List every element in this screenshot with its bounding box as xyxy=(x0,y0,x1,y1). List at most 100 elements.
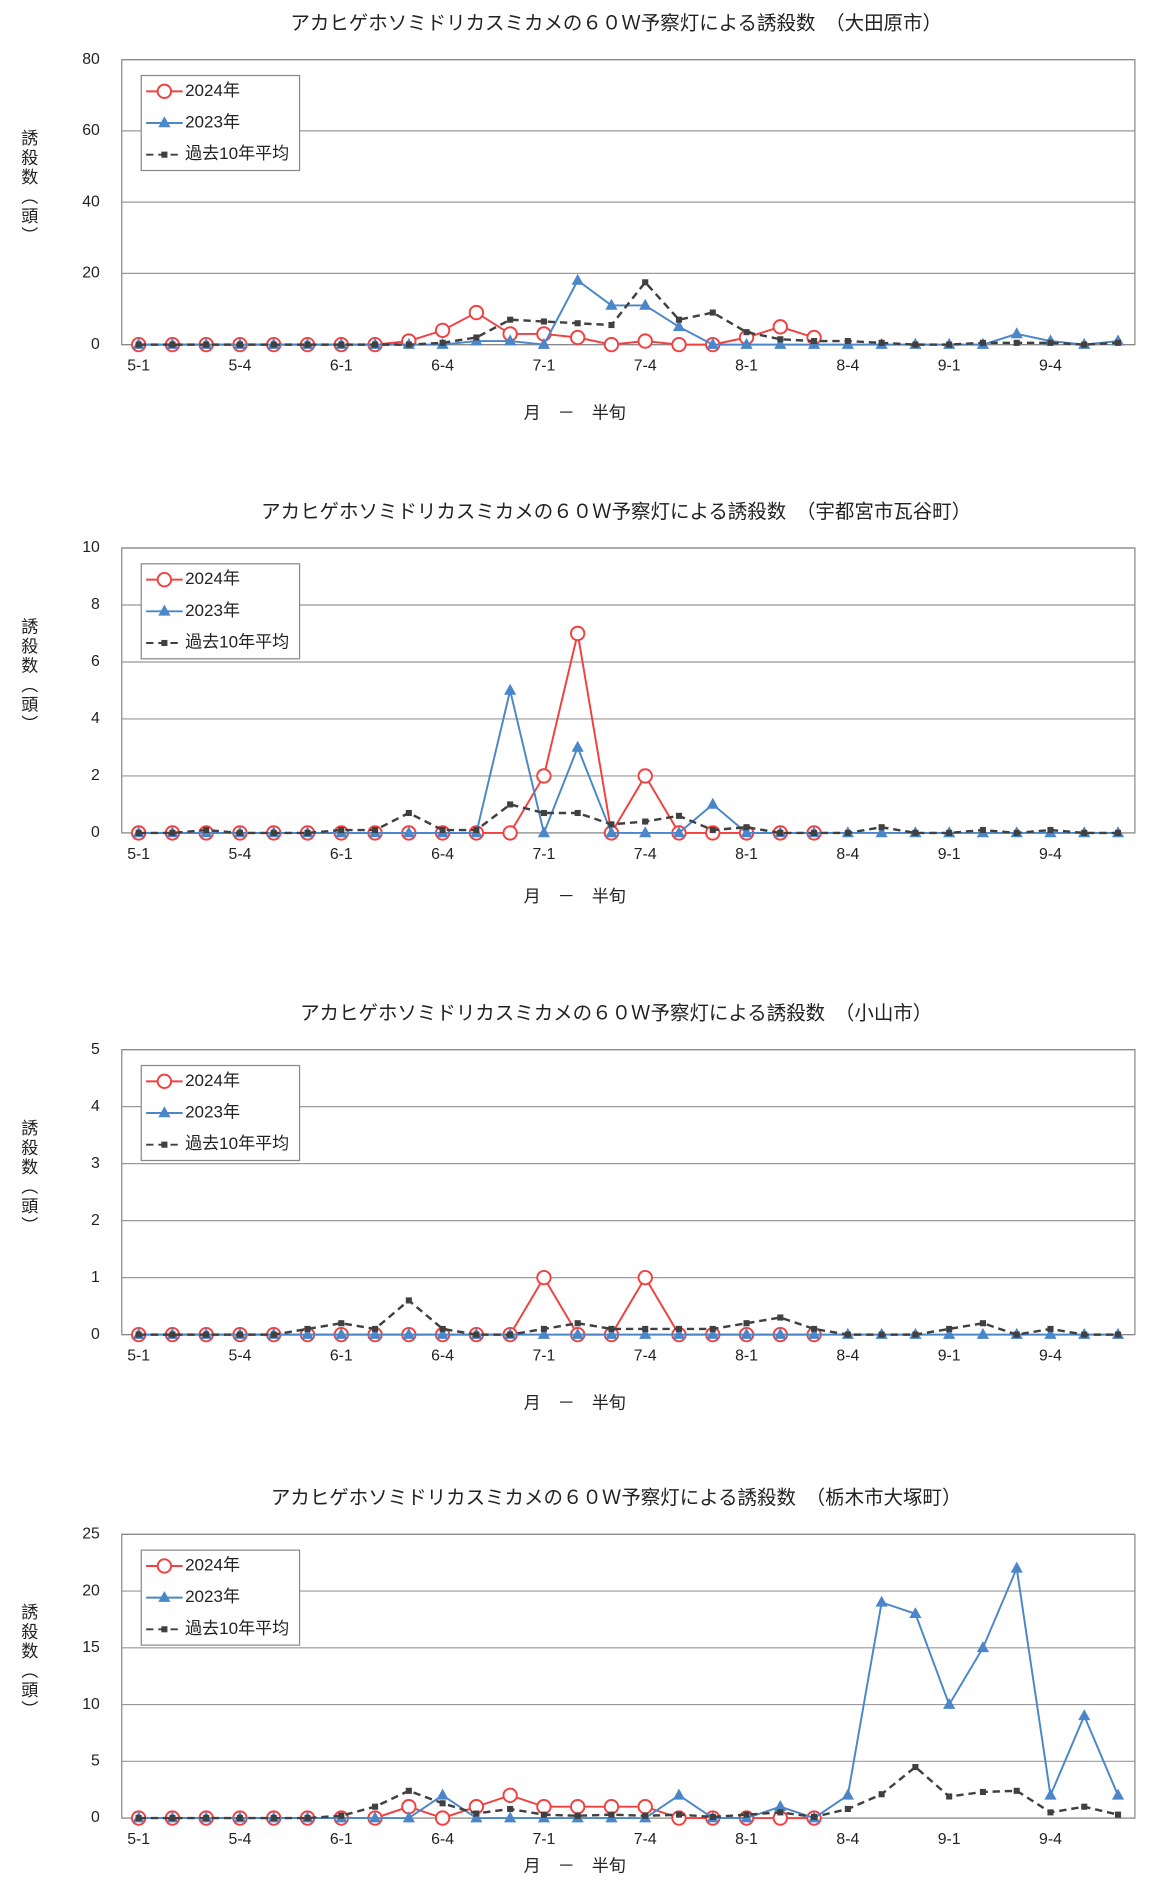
y-axis-label: 誘殺数（頭） xyxy=(18,617,38,734)
marker xyxy=(603,336,620,353)
x-tick-label: 6-4 xyxy=(431,846,454,863)
marker xyxy=(1081,829,1088,836)
marker xyxy=(436,1327,449,1339)
marker xyxy=(1111,1788,1125,1800)
marker xyxy=(639,298,652,310)
marker xyxy=(1013,339,1020,346)
legend-marker xyxy=(158,1106,171,1118)
y-tick-label: 2 xyxy=(91,1212,100,1229)
marker xyxy=(642,1325,649,1332)
marker xyxy=(605,826,618,838)
marker xyxy=(979,339,986,346)
y-tick-label: 40 xyxy=(82,193,100,210)
marker xyxy=(608,1325,615,1332)
marker xyxy=(675,1325,683,1332)
marker xyxy=(338,341,345,348)
y-tick-label: 8 xyxy=(91,596,100,613)
marker xyxy=(574,1320,581,1327)
x-tick-label: 6-4 xyxy=(431,358,454,375)
x-tick-label: 7-1 xyxy=(532,1348,555,1365)
marker xyxy=(807,1327,821,1339)
marker xyxy=(439,339,446,346)
legend-marker xyxy=(156,1558,173,1574)
marker xyxy=(540,1811,547,1818)
marker xyxy=(402,1811,415,1823)
marker xyxy=(537,1327,550,1339)
marker xyxy=(777,1809,784,1816)
marker xyxy=(574,320,581,327)
marker xyxy=(743,1320,750,1327)
marker xyxy=(740,337,753,349)
marker xyxy=(777,1314,784,1321)
marker xyxy=(979,1320,986,1327)
marker xyxy=(709,827,716,834)
marker xyxy=(1081,341,1088,348)
marker xyxy=(912,1331,919,1338)
marker xyxy=(502,1787,518,1804)
x-tick-label: 7-4 xyxy=(634,846,657,863)
marker xyxy=(502,825,518,841)
marker xyxy=(304,829,311,836)
marker xyxy=(1081,1803,1088,1810)
chart-title: アカヒゲホソミドリカスミカメの６０Ｗ予察灯による誘殺数 （栃木市大塚町） xyxy=(271,1487,962,1509)
marker xyxy=(811,829,818,836)
legend-label: 2024年 xyxy=(185,81,240,100)
x-tick-label: 6-1 xyxy=(330,1348,353,1365)
x-tick-label: 8-1 xyxy=(735,1348,758,1365)
marker xyxy=(1047,1325,1054,1332)
x-axis-label: 月 － 半旬 xyxy=(524,404,626,423)
marker xyxy=(672,1788,686,1800)
x-tick-label: 8-4 xyxy=(836,358,859,375)
marker xyxy=(402,1327,415,1339)
chart-title: アカヒゲホソミドリカスミカメの６０Ｗ予察灯による誘殺数 （大田原市） xyxy=(290,13,942,35)
chart-title: アカヒゲホソミドリカスミカメの６０Ｗ予察灯による誘殺数 （宇都宮市瓦谷町） xyxy=(261,501,971,523)
marker xyxy=(841,1788,854,1800)
marker xyxy=(574,1812,581,1819)
x-tick-label: 7-4 xyxy=(634,358,657,375)
y-tick-label: 0 xyxy=(91,1809,100,1826)
marker xyxy=(270,1815,277,1822)
marker xyxy=(537,826,550,838)
y-tick-label: 5 xyxy=(91,1752,100,1769)
marker xyxy=(504,334,517,346)
marker xyxy=(540,809,547,817)
marker xyxy=(270,341,277,348)
marker xyxy=(946,829,953,836)
marker xyxy=(878,1791,885,1798)
series-line xyxy=(138,1765,1119,1820)
marker xyxy=(571,740,584,752)
marker xyxy=(637,333,653,349)
x-tick-label: 6-1 xyxy=(330,358,353,375)
marker xyxy=(169,829,176,836)
series-line xyxy=(138,279,1119,346)
y-tick-label: 0 xyxy=(91,824,100,841)
marker xyxy=(1044,1788,1057,1800)
x-tick-label: 9-1 xyxy=(938,846,961,863)
marker xyxy=(338,827,345,834)
x-tick-label: 6-4 xyxy=(431,1831,454,1848)
marker xyxy=(540,1325,547,1332)
marker xyxy=(740,1327,753,1339)
y-tick-label: 3 xyxy=(91,1155,100,1172)
marker xyxy=(270,829,277,836)
marker xyxy=(844,829,851,836)
legend-marker xyxy=(161,151,168,158)
legend-marker xyxy=(156,1073,173,1090)
marker xyxy=(473,1331,480,1338)
marker xyxy=(878,1331,885,1338)
marker xyxy=(709,1813,716,1820)
legend-label: 2024年 xyxy=(185,569,240,588)
marker xyxy=(743,329,750,336)
marker xyxy=(468,304,485,321)
marker xyxy=(536,1269,552,1286)
y-tick-label: 2 xyxy=(91,767,100,784)
marker xyxy=(507,1805,514,1813)
line-chart: アカヒゲホソミドリカスミカメの６０Ｗ予察灯による誘殺数 （小山市） 誘殺数（頭） 月… xyxy=(18,1003,1136,1413)
marker xyxy=(777,829,784,836)
marker xyxy=(301,1327,314,1339)
marker xyxy=(811,338,818,345)
x-tick-label: 9-4 xyxy=(1039,1348,1062,1365)
marker xyxy=(608,1811,615,1818)
